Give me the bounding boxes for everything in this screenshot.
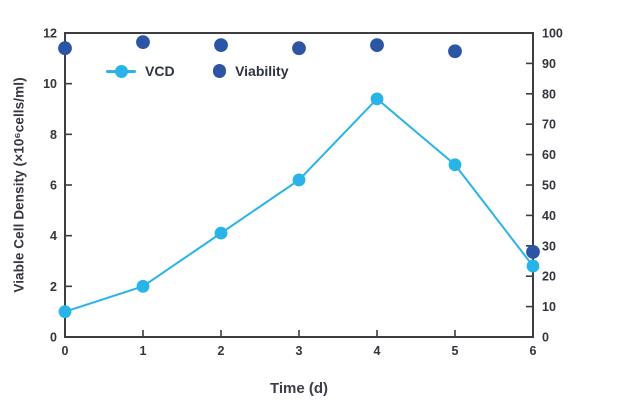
x-tick-label: 5 <box>452 344 459 358</box>
vcd-point <box>136 279 150 293</box>
viability-dot-marker-icon <box>212 64 227 78</box>
x-tick-label: 3 <box>296 344 303 358</box>
y-axis-title: Viable Cell Density (×10⁶cells/ml) <box>11 77 27 293</box>
legend-item-vcd: VCD <box>106 63 175 79</box>
right-tick-label: 0 <box>542 331 549 345</box>
viability-point <box>448 44 462 59</box>
legend-label-viability: Viability <box>235 63 289 79</box>
viability-point <box>58 41 72 56</box>
vcd-point <box>526 259 540 273</box>
x-tick-label: 4 <box>374 344 381 358</box>
left-tick-label: 0 <box>50 331 57 345</box>
right-tick-label: 60 <box>542 148 556 162</box>
viability-point <box>214 38 228 53</box>
left-tick-label: 6 <box>50 179 57 193</box>
right-tick-label: 90 <box>542 57 556 71</box>
vcd-point <box>292 173 306 187</box>
legend-item-viability: Viability <box>212 63 289 79</box>
left-tick-label: 4 <box>50 229 57 243</box>
right-tick-label: 70 <box>542 118 556 132</box>
vcd-point <box>214 226 228 240</box>
viability-point <box>292 41 306 56</box>
viability-point <box>526 244 540 259</box>
left-tick-label: 8 <box>50 128 57 142</box>
right-tick-label: 20 <box>542 270 556 284</box>
legend-label-vcd: VCD <box>145 63 175 79</box>
x-axis-title: Time (d) <box>269 380 329 397</box>
right-tick-label: 80 <box>542 87 556 101</box>
vcd-point <box>370 92 384 106</box>
x-tick-label: 1 <box>140 344 147 358</box>
vcd-line-marker-icon <box>106 64 136 78</box>
right-tick-label: 100 <box>542 27 563 41</box>
viability-point <box>136 35 150 50</box>
x-tick-label: 2 <box>218 344 225 358</box>
right-tick-label: 40 <box>542 209 556 223</box>
left-tick-label: 10 <box>43 77 57 91</box>
right-tick-label: 10 <box>542 300 556 314</box>
right-tick-label: 30 <box>542 239 556 253</box>
x-tick-label: 0 <box>62 344 69 358</box>
x-tick-label: 6 <box>530 344 537 358</box>
left-tick-label: 12 <box>43 27 57 41</box>
vcd-line <box>64 97 534 313</box>
legend: VCD Viability <box>106 63 289 79</box>
left-tick-label: 2 <box>50 280 57 294</box>
right-tick-label: 50 <box>542 179 556 193</box>
vcd-point <box>448 158 462 172</box>
viability-point <box>370 38 384 53</box>
vcd-point <box>58 305 72 319</box>
